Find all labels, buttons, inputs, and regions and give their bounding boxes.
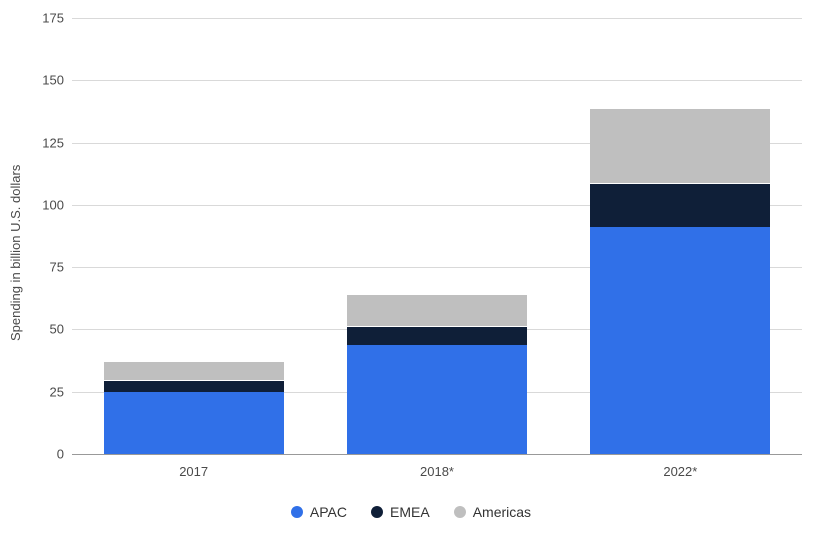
bar-segment-americas[interactable] [347, 294, 527, 326]
legend-swatch-icon [371, 506, 383, 518]
bar-segment-emea[interactable] [347, 326, 527, 346]
legend-item-americas[interactable]: Americas [454, 504, 531, 520]
bar-segment-apac[interactable] [590, 227, 770, 454]
y-tick-label: 50 [50, 322, 72, 337]
bar-segment-apac[interactable] [104, 392, 284, 454]
bar-segment-emea[interactable] [590, 183, 770, 227]
bar-segment-americas[interactable] [104, 361, 284, 381]
legend-swatch-icon [454, 506, 466, 518]
bar-slot [104, 18, 284, 454]
grid-line [72, 454, 802, 455]
bar-stack [590, 65, 770, 454]
legend-label: APAC [310, 504, 347, 520]
y-tick-label: 125 [42, 135, 72, 150]
bar-segment-apac[interactable] [347, 345, 527, 454]
legend-label: Americas [473, 504, 531, 520]
legend-swatch-icon [291, 506, 303, 518]
legend: APAC EMEA Americas [0, 504, 822, 520]
x-tick-label: 2017 [179, 464, 208, 479]
y-tick-label: 150 [42, 73, 72, 88]
y-tick-label: 175 [42, 11, 72, 26]
y-axis-title: Spending in billion U.S. dollars [8, 164, 23, 340]
bar-slot [347, 18, 527, 454]
bars-container [72, 18, 802, 454]
bar-stack [347, 190, 527, 454]
legend-item-apac[interactable]: APAC [291, 504, 347, 520]
y-tick-label: 25 [50, 384, 72, 399]
legend-label: EMEA [390, 504, 430, 520]
y-tick-label: 0 [57, 447, 72, 462]
bar-slot [590, 18, 770, 454]
x-tick-label: 2018* [420, 464, 454, 479]
y-tick-label: 100 [42, 197, 72, 212]
bar-segment-emea[interactable] [104, 380, 284, 392]
chart-container: Spending in billion U.S. dollars 0255075… [0, 0, 822, 545]
legend-item-emea[interactable]: EMEA [371, 504, 430, 520]
plot-area: 025507510012515017520172018*2022* [72, 18, 802, 455]
bar-segment-americas[interactable] [590, 108, 770, 184]
bar-stack [104, 252, 284, 454]
y-tick-label: 75 [50, 260, 72, 275]
x-tick-label: 2022* [663, 464, 697, 479]
